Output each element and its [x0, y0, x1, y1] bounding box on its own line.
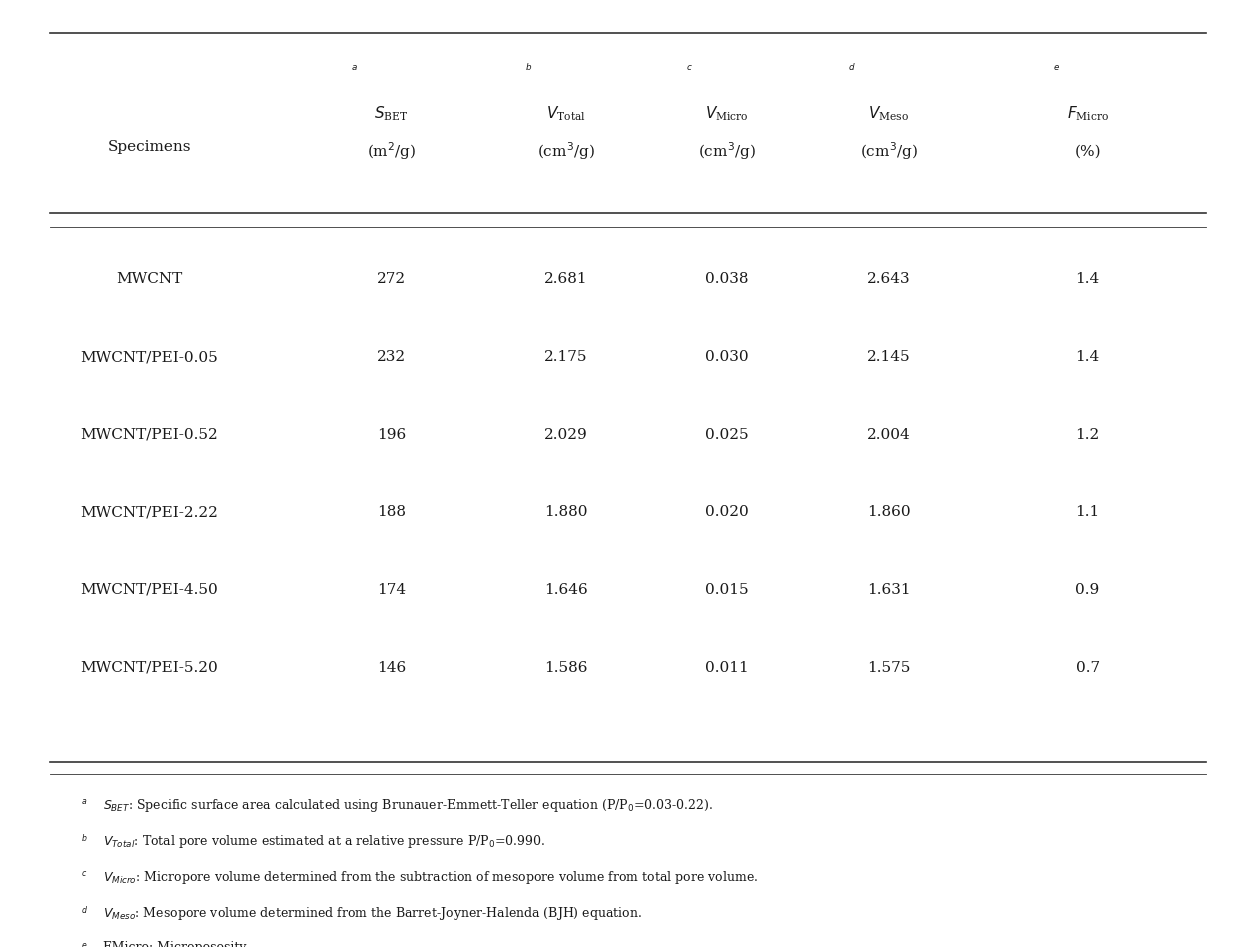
- Text: $F\mathregular{_{Micro}}$: $F\mathregular{_{Micro}}$: [1066, 104, 1109, 123]
- Text: 272: 272: [377, 273, 406, 286]
- Text: $V\mathregular{_{Meso}}$: $V\mathregular{_{Meso}}$: [868, 104, 910, 123]
- Text: 0.9: 0.9: [1075, 583, 1100, 597]
- Text: MWCNT/PEI-2.22: MWCNT/PEI-2.22: [81, 506, 218, 519]
- Text: FMicro: Micropososity,: FMicro: Micropososity,: [103, 941, 249, 947]
- Text: $S\mathregular{_{BET}}$: $S\mathregular{_{BET}}$: [374, 104, 409, 123]
- Text: 0.038: 0.038: [706, 273, 748, 286]
- Text: 146: 146: [377, 661, 406, 674]
- Text: 0.020: 0.020: [705, 506, 750, 519]
- Text: 0.7: 0.7: [1075, 661, 1100, 674]
- Text: (cm$^{3}$/g): (cm$^{3}$/g): [860, 141, 917, 162]
- Text: 174: 174: [377, 583, 406, 597]
- Text: $^b$: $^b$: [81, 833, 87, 844]
- Text: 1.4: 1.4: [1075, 350, 1100, 364]
- Text: $^e$: $^e$: [81, 941, 87, 947]
- Text: (cm$^{3}$/g): (cm$^{3}$/g): [537, 141, 594, 162]
- Text: 0.011: 0.011: [705, 661, 750, 674]
- Text: 2.643: 2.643: [866, 273, 911, 286]
- Text: MWCNT/PEI-5.20: MWCNT/PEI-5.20: [81, 661, 218, 674]
- Text: 1.880: 1.880: [544, 506, 587, 519]
- Text: $^a$: $^a$: [81, 797, 87, 808]
- Text: 2.004: 2.004: [866, 428, 911, 441]
- Text: 196: 196: [377, 428, 406, 441]
- Text: MWCNT/PEI-0.05: MWCNT/PEI-0.05: [81, 350, 218, 364]
- Text: $^d$: $^d$: [81, 905, 88, 916]
- Text: (cm$^{3}$/g): (cm$^{3}$/g): [699, 141, 756, 162]
- Text: $V\mathregular{_{Micro}}$: $V\mathregular{_{Micro}}$: [705, 104, 750, 123]
- Text: MWCNT/PEI-0.52: MWCNT/PEI-0.52: [81, 428, 218, 441]
- Text: 1.1: 1.1: [1075, 506, 1100, 519]
- Text: $^b$: $^b$: [525, 63, 532, 77]
- Text: 0.015: 0.015: [705, 583, 750, 597]
- Text: (m$^{2}$/g): (m$^{2}$/g): [367, 141, 416, 162]
- Text: (%): (%): [1074, 145, 1101, 158]
- Text: $V_{Meso}$: Mesopore volume determined from the Barret-Joyner-Halenda (BJH) equa: $V_{Meso}$: Mesopore volume determined f…: [103, 905, 643, 922]
- Text: $^c$: $^c$: [686, 63, 692, 77]
- Text: MWCNT: MWCNT: [116, 273, 183, 286]
- Text: $V_{Micro}$: Micropore volume determined from the subtraction of mesopore volume: $V_{Micro}$: Micropore volume determined…: [103, 869, 758, 886]
- Text: 1.2: 1.2: [1075, 428, 1100, 441]
- Text: 1.646: 1.646: [543, 583, 588, 597]
- Text: 2.681: 2.681: [543, 273, 588, 286]
- Text: 1.575: 1.575: [868, 661, 910, 674]
- Text: Specimens: Specimens: [107, 140, 191, 153]
- Text: 232: 232: [377, 350, 406, 364]
- Text: $^a$: $^a$: [351, 63, 358, 77]
- Text: $V\mathregular{_{Total}}$: $V\mathregular{_{Total}}$: [546, 104, 585, 123]
- Text: 2.145: 2.145: [866, 350, 911, 364]
- Text: $^e$: $^e$: [1053, 63, 1060, 77]
- Text: 0.030: 0.030: [705, 350, 750, 364]
- Text: 2.175: 2.175: [544, 350, 587, 364]
- Text: 1.860: 1.860: [866, 506, 911, 519]
- Text: 1.631: 1.631: [866, 583, 911, 597]
- Text: MWCNT/PEI-4.50: MWCNT/PEI-4.50: [81, 583, 218, 597]
- Text: $^c$: $^c$: [81, 869, 87, 880]
- Text: $^d$: $^d$: [848, 63, 855, 77]
- Text: 0.025: 0.025: [705, 428, 750, 441]
- Text: 2.029: 2.029: [543, 428, 588, 441]
- Text: 188: 188: [377, 506, 406, 519]
- Text: 1.586: 1.586: [544, 661, 587, 674]
- Text: $V_{Total}$: Total pore volume estimated at a relative pressure P/P$_0$=0.990.: $V_{Total}$: Total pore volume estimated…: [103, 833, 546, 850]
- Text: $S_{BET}$: Specific surface area calculated using Brunauer-Emmett-Teller equatio: $S_{BET}$: Specific surface area calcula…: [103, 797, 713, 814]
- Text: 1.4: 1.4: [1075, 273, 1100, 286]
